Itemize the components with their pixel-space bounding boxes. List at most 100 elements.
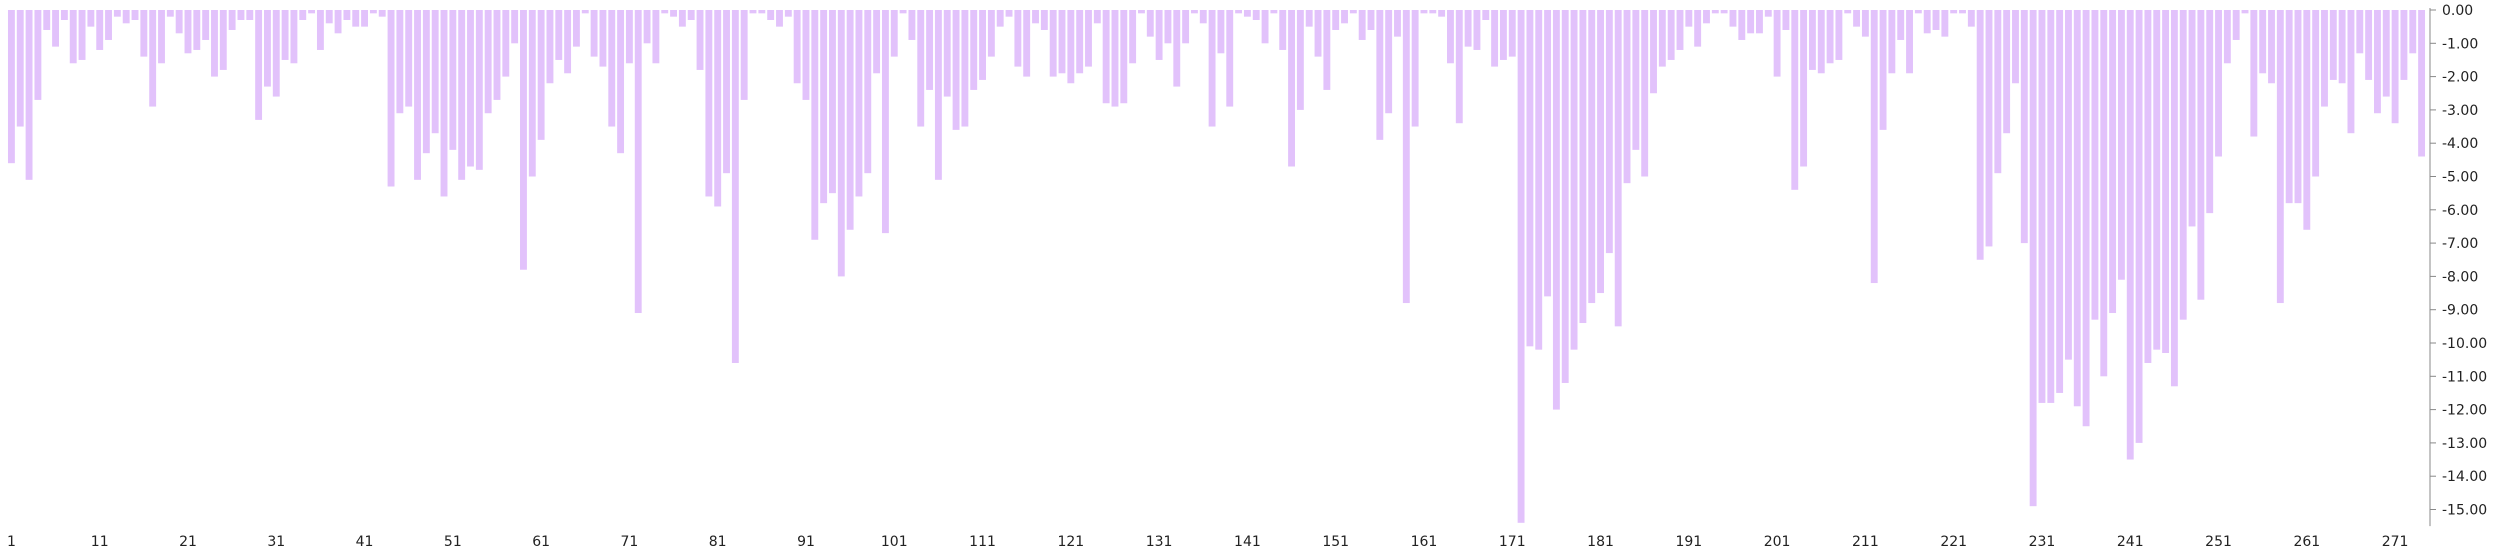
y-tick-label: -13.00 bbox=[2442, 436, 2487, 452]
bar-92 bbox=[811, 10, 819, 240]
bar-116 bbox=[1023, 10, 1031, 77]
bar-233 bbox=[2056, 10, 2064, 393]
bars-layer bbox=[7, 10, 2426, 523]
bar-184 bbox=[1623, 10, 1631, 184]
bar-15 bbox=[131, 10, 139, 20]
x-tick-label: 121 bbox=[1057, 534, 1084, 550]
bar-100 bbox=[881, 10, 889, 234]
bar-155 bbox=[1367, 10, 1375, 30]
bar-225 bbox=[1985, 10, 1993, 247]
x-tick-label: 51 bbox=[444, 534, 462, 550]
bar-253 bbox=[2232, 10, 2240, 40]
bar-57 bbox=[502, 10, 510, 77]
bar-196 bbox=[1729, 10, 1737, 27]
bar-46 bbox=[405, 10, 413, 107]
bar-161 bbox=[1420, 10, 1428, 14]
bar-94 bbox=[829, 10, 836, 194]
bar-86 bbox=[758, 10, 766, 14]
bar-63 bbox=[555, 10, 563, 60]
bar-266 bbox=[2347, 10, 2355, 134]
bar-53 bbox=[467, 10, 474, 167]
bar-191 bbox=[1685, 10, 1693, 27]
x-tick-label: 11 bbox=[91, 534, 109, 550]
bar-237 bbox=[2091, 10, 2099, 320]
bar-228 bbox=[2012, 10, 2019, 84]
bar-130 bbox=[1146, 10, 1154, 37]
bar-256 bbox=[2259, 10, 2267, 74]
bar-60 bbox=[528, 10, 536, 177]
bar-12 bbox=[105, 10, 112, 40]
bar-217 bbox=[1914, 10, 1922, 14]
bar-16 bbox=[140, 10, 148, 57]
bar-144 bbox=[1270, 10, 1278, 14]
bar-29 bbox=[255, 10, 263, 120]
bar-129 bbox=[1138, 10, 1145, 14]
x-tick-label: 191 bbox=[1675, 534, 1702, 550]
y-tick-label: -7.00 bbox=[2442, 236, 2478, 252]
bar-56 bbox=[493, 10, 501, 100]
bar-83 bbox=[731, 10, 739, 363]
bar-128 bbox=[1129, 10, 1137, 64]
bar-122 bbox=[1076, 10, 1084, 74]
bar-55 bbox=[484, 10, 492, 114]
y-tick-label: 0.00 bbox=[2442, 3, 2473, 19]
bar-62 bbox=[546, 10, 554, 84]
bar-133 bbox=[1173, 10, 1181, 87]
bar-112 bbox=[987, 10, 995, 57]
bar-89 bbox=[784, 10, 792, 17]
bar-182 bbox=[1605, 10, 1613, 254]
bar-8 bbox=[69, 10, 77, 64]
bar-210 bbox=[1853, 10, 1861, 27]
bar-127 bbox=[1120, 10, 1128, 104]
bar-140 bbox=[1235, 10, 1243, 14]
bar-179 bbox=[1579, 10, 1587, 324]
bar-149 bbox=[1314, 10, 1322, 57]
bar-119 bbox=[1049, 10, 1057, 77]
bar-246 bbox=[2170, 10, 2178, 387]
bar-9 bbox=[78, 10, 86, 60]
bar-244 bbox=[2153, 10, 2161, 350]
bar-64 bbox=[564, 10, 572, 74]
bar-123 bbox=[1085, 10, 1092, 67]
bar-59 bbox=[520, 10, 527, 270]
x-tick-label: 201 bbox=[1764, 534, 1791, 550]
bar-72 bbox=[634, 10, 642, 314]
bar-177 bbox=[1561, 10, 1569, 383]
bar-249 bbox=[2197, 10, 2205, 300]
bar-87 bbox=[767, 10, 775, 20]
bar-213 bbox=[1879, 10, 1887, 130]
bar-104 bbox=[917, 10, 925, 127]
bar-159 bbox=[1402, 10, 1410, 304]
bar-81 bbox=[714, 10, 722, 207]
y-tick-label: -3.00 bbox=[2442, 103, 2478, 119]
bar-212 bbox=[1870, 10, 1878, 284]
x-tick-label: 171 bbox=[1499, 534, 1526, 550]
bar-19 bbox=[166, 10, 174, 17]
bar-77 bbox=[678, 10, 686, 27]
bar-95 bbox=[837, 10, 845, 277]
bar-268 bbox=[2365, 10, 2373, 80]
bar-200 bbox=[1764, 10, 1772, 17]
bar-22 bbox=[193, 10, 201, 50]
bar-261 bbox=[2303, 10, 2311, 230]
bar-180 bbox=[1588, 10, 1596, 304]
bar-33 bbox=[290, 10, 298, 64]
bar-65 bbox=[572, 10, 580, 47]
bar-40 bbox=[352, 10, 360, 27]
bar-262 bbox=[2312, 10, 2320, 177]
bar-110 bbox=[970, 10, 978, 90]
bar-207 bbox=[1826, 10, 1834, 64]
bar-163 bbox=[1438, 10, 1446, 17]
bar-73 bbox=[643, 10, 651, 44]
bar-96 bbox=[846, 10, 854, 230]
bar-194 bbox=[1711, 10, 1719, 14]
bar-223 bbox=[1967, 10, 1975, 27]
bar-7 bbox=[60, 10, 68, 20]
bar-201 bbox=[1773, 10, 1781, 77]
bar-260 bbox=[2294, 10, 2302, 204]
bar-274 bbox=[2418, 10, 2426, 157]
bar-257 bbox=[2268, 10, 2275, 84]
bar-67 bbox=[590, 10, 598, 57]
bar-36 bbox=[316, 10, 324, 50]
bar-98 bbox=[864, 10, 872, 174]
